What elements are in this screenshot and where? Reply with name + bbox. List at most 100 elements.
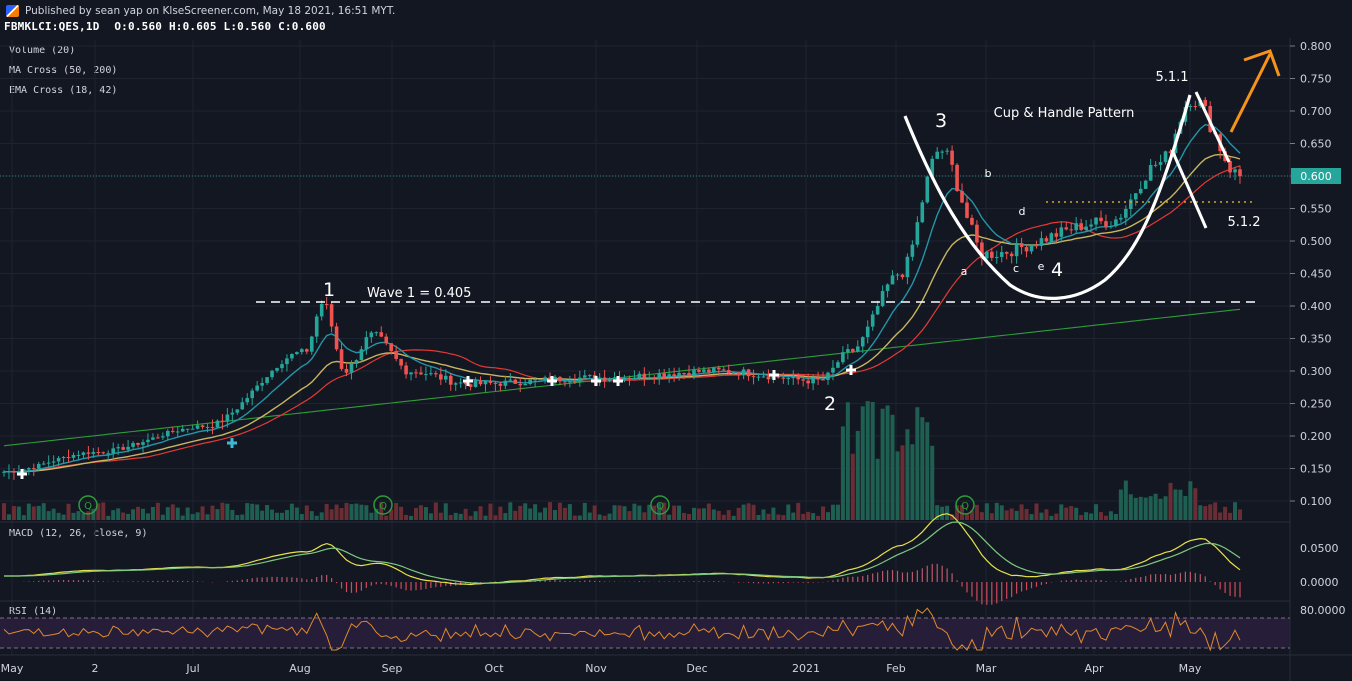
volume-bar — [1173, 489, 1178, 520]
candle-body — [245, 398, 250, 403]
volume-bar — [796, 502, 801, 520]
price-tick-label: 0.200 — [1300, 430, 1332, 443]
candle-body — [1059, 227, 1064, 237]
candle-body — [488, 381, 493, 383]
volume-bar — [642, 512, 647, 520]
volume-bar — [418, 505, 423, 520]
candle-body — [721, 369, 726, 371]
candle-body — [796, 375, 801, 380]
volume-bar — [160, 514, 165, 520]
macd-indicator-label[interactable]: MACD (12, 26, close, 9) — [9, 528, 148, 539]
volume-bar — [2, 503, 6, 520]
volume-bar — [1064, 507, 1069, 520]
volume-bar — [414, 507, 418, 520]
candle-body — [900, 274, 905, 278]
candle-body — [434, 373, 438, 375]
candle-body — [990, 251, 994, 258]
candle-body — [1029, 245, 1034, 252]
volume-bar — [657, 503, 662, 520]
volume-bar — [701, 508, 706, 520]
candle-body — [543, 377, 547, 380]
candle-body — [999, 252, 1004, 257]
volume-bar — [1178, 489, 1183, 520]
subwave-e-label: e — [1038, 260, 1045, 273]
candle-body — [1148, 165, 1153, 181]
volume-bar — [46, 511, 51, 520]
candle-body — [473, 380, 478, 387]
volume-bar — [1228, 512, 1233, 520]
volume-bar — [691, 507, 696, 520]
candle-body — [513, 379, 518, 384]
candle-body — [801, 379, 805, 381]
candle-body — [290, 353, 294, 359]
volume-bar — [895, 451, 900, 520]
quarter-report-icon[interactable] — [955, 495, 975, 515]
volume-bar — [304, 505, 309, 520]
volume-indicator-label[interactable]: Volume (20) — [9, 45, 76, 56]
volume-bar — [687, 513, 692, 520]
volume-bar — [106, 515, 111, 520]
candle-body — [498, 383, 503, 386]
candle-body — [339, 349, 344, 369]
candle-body — [910, 244, 915, 257]
volume-bar — [284, 510, 289, 520]
candle-body — [1203, 99, 1208, 106]
ema-cross-indicator-label[interactable]: EMA Cross (18, 42) — [9, 85, 118, 96]
candle-body — [1114, 219, 1118, 227]
quarter-report-icon[interactable] — [650, 495, 670, 515]
candle-body — [716, 367, 721, 370]
candle-body — [1128, 199, 1133, 209]
candle-body — [344, 368, 349, 373]
candle-body — [880, 291, 885, 306]
time-tick-label: Feb — [886, 662, 905, 675]
candle-body — [687, 373, 691, 376]
candle-body — [558, 376, 562, 382]
volume-bar — [1084, 512, 1089, 520]
volume-bar — [1153, 493, 1158, 520]
volume-bar — [746, 503, 751, 520]
volume-bar — [662, 502, 667, 520]
candle-body — [175, 431, 180, 433]
candle-body — [652, 377, 657, 379]
volume-bar — [801, 513, 806, 520]
price-axis[interactable]: 0.800 0.750 0.700 0.650 0.600 0.550 0.500 0.450… — [1290, 40, 1332, 508]
cup-handle-pattern-label: Cup & Handle Pattern — [994, 106, 1135, 121]
quarter-report-icon-letter: Q — [379, 501, 387, 512]
candle-body — [285, 358, 289, 365]
candle-body — [672, 374, 676, 377]
volume-bar — [736, 507, 741, 520]
time-axis[interactable]: May 2 Jul Aug Sep Oct Nov Dec 2021 Feb Mar Apr May — [1, 662, 1202, 675]
candle-body — [304, 349, 309, 352]
ma-cross-indicator-label[interactable]: MA Cross (50, 200) — [9, 65, 118, 76]
volume-bar — [433, 502, 438, 520]
volume-bar — [1183, 495, 1188, 520]
quarter-report-icon[interactable] — [78, 495, 98, 515]
ma50-path — [3, 165, 1241, 473]
volume-bar — [617, 505, 622, 520]
klsescreener-logo-icon — [6, 5, 19, 17]
price-tick-label: 0.150 — [1300, 463, 1332, 476]
volume-bar — [627, 511, 632, 520]
volume-bar — [930, 445, 935, 520]
volume-bar — [751, 504, 756, 520]
rsi-indicator-label[interactable]: RSI (14) — [9, 606, 58, 617]
volume-bar — [6, 514, 11, 520]
candle-body — [250, 390, 254, 399]
candle-body — [1188, 106, 1193, 108]
candle-body — [1158, 162, 1163, 165]
candle-body — [930, 158, 935, 177]
candle-body — [36, 463, 41, 469]
candle-body — [1233, 169, 1237, 173]
price-tick-label: 0.550 — [1300, 203, 1332, 216]
volume-bar — [925, 422, 930, 520]
candle-body — [578, 377, 582, 382]
volume-bar — [299, 514, 304, 520]
candle-body — [1094, 217, 1098, 225]
candle-body — [746, 369, 751, 377]
candle-body — [1024, 247, 1029, 252]
rsi-tick-label: 80.0000 — [1300, 604, 1346, 617]
candle-body — [166, 430, 170, 437]
quarter-report-icon[interactable] — [373, 495, 393, 515]
candle-body — [349, 363, 354, 373]
